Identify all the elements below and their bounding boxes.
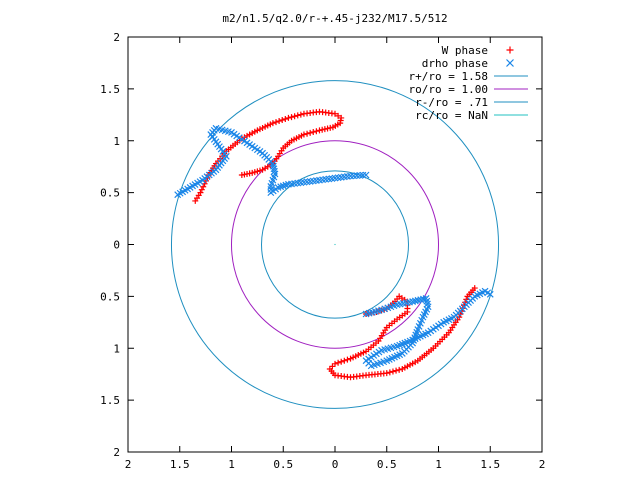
- w-phase-point: [279, 117, 286, 123]
- w-phase-point: [396, 366, 403, 373]
- w-phase-point: [347, 355, 354, 362]
- drho-phase-point: [174, 191, 182, 199]
- legend-label: rc/ro = NaN: [415, 109, 488, 122]
- w-phase-point: [297, 111, 304, 118]
- legend-label: W phase: [442, 44, 488, 57]
- w-phase-point: [282, 115, 289, 122]
- chart-title: m2/n1.5/q2.0/r-+.45-j232/M17.5/512: [222, 12, 447, 25]
- w-phase-point: [285, 114, 292, 121]
- x-tick-label: 1: [228, 458, 235, 471]
- legend-label: r+/ro = 1.58: [409, 70, 488, 83]
- w-phase-point: [462, 299, 469, 306]
- w-phase-point: [386, 369, 393, 376]
- drho-phase-point: [267, 186, 275, 193]
- w-phase-point: [471, 285, 478, 292]
- w-phase-point: [327, 124, 334, 131]
- center-dot: [334, 243, 336, 246]
- w-phase-point: [288, 114, 295, 121]
- w-phase-point: [389, 368, 396, 375]
- w-phase-point: [321, 126, 328, 133]
- w-phase-point: [319, 126, 326, 133]
- w-phase-point: [341, 357, 348, 364]
- drho-phase-point: [267, 189, 275, 197]
- w-phase-point: [276, 118, 283, 125]
- drho-phase-point: [269, 162, 277, 170]
- w-phase-point: [200, 183, 207, 190]
- w-phase-point: [456, 314, 463, 321]
- y-tick-label: 1.5: [100, 83, 120, 96]
- axis-ticks: 2 1.5 1 0.5 0 0.5 1 1.5 221.510.500.511.52: [100, 31, 545, 471]
- y-tick-label: 1: [113, 135, 120, 148]
- x-tick-label: 0.5: [377, 458, 397, 471]
- w-phase-point: [383, 370, 390, 377]
- y-tick-label: 1.5: [100, 394, 120, 407]
- y-tick-label: 0: [113, 239, 120, 252]
- x-tick-label: 1.5: [170, 458, 190, 471]
- w-phase-point: [198, 186, 205, 193]
- drho-phase-point: [486, 290, 494, 298]
- data-points: [174, 108, 494, 381]
- w-phase-point: [273, 119, 280, 126]
- x-tick-label: 2: [539, 458, 546, 471]
- w-phase-point: [463, 296, 470, 303]
- x-tick-label: 1: [435, 458, 442, 471]
- reference-circle: [231, 140, 439, 349]
- w-phase-point: [310, 129, 317, 136]
- w-phase-point: [335, 112, 342, 119]
- w-phase-point: [307, 129, 314, 136]
- drho-phase-point: [271, 167, 278, 175]
- drho-phase-point: [271, 170, 279, 178]
- x-tick-label: 0.5: [273, 458, 293, 471]
- legend-swatch: [506, 59, 514, 67]
- w-phase-point: [300, 110, 307, 117]
- legend-swatch: [506, 46, 514, 54]
- w-phase-point: [316, 127, 323, 134]
- w-phase-point: [344, 356, 351, 363]
- legend-label: ro/ro = 1.00: [409, 83, 488, 96]
- reference-circles: [170, 80, 500, 409]
- legend-label: drho phase: [422, 57, 488, 70]
- w-phase-point: [338, 114, 345, 121]
- w-phase-point: [304, 130, 311, 137]
- x-tick-label: 1.5: [480, 458, 500, 471]
- w-phase-point: [294, 112, 301, 119]
- w-phase-point: [300, 131, 307, 138]
- w-phase-point: [338, 358, 345, 365]
- y-tick-label: 0.5: [100, 187, 120, 200]
- w-phase-point: [335, 359, 342, 366]
- y-tick-label: 1: [113, 342, 120, 355]
- w-phase-point: [393, 367, 400, 374]
- x-tick-label: 0: [332, 458, 339, 471]
- x-tick-label: 2: [125, 458, 132, 471]
- w-phase-point: [192, 197, 199, 204]
- reference-circle: [261, 170, 409, 319]
- reference-circle: [170, 80, 500, 409]
- y-tick-label: 2: [113, 31, 120, 44]
- y-tick-label: 2: [113, 446, 120, 459]
- legend-label: r-/ro = .71: [415, 96, 488, 109]
- w-phase-point: [457, 311, 464, 318]
- y-tick-label: 0.5: [100, 290, 120, 303]
- w-phase-point: [291, 113, 298, 120]
- w-phase-point: [313, 128, 320, 135]
- w-phase-point: [324, 125, 331, 132]
- drho-phase-point: [270, 165, 278, 173]
